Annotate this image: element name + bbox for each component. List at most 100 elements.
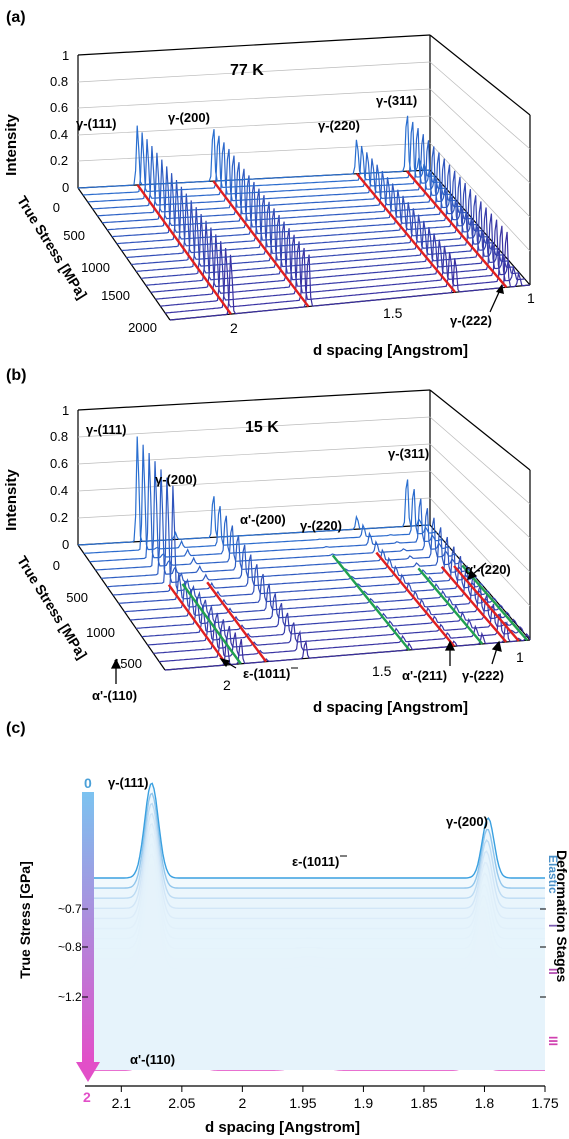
panel-a-xlabel: d spacing [Angstrom] <box>313 342 468 359</box>
panel-b-ytick: 1000 <box>86 625 115 640</box>
waterfall-trace <box>92 134 446 210</box>
waterfall-trace <box>107 152 462 231</box>
waterfall-trace <box>82 121 436 196</box>
peak-marker-line <box>417 567 484 645</box>
panel-a-xtick: 1.5 <box>383 305 403 321</box>
panel-b-peak-label: γ-(311) <box>388 446 429 461</box>
waterfall-trace <box>131 182 488 265</box>
panel-b-ytick: 0 <box>53 558 60 573</box>
waterfall-trace <box>160 219 520 307</box>
waterfall-trace <box>77 436 431 546</box>
peak-marker-line <box>167 584 228 666</box>
stage-ii: II <box>546 968 560 975</box>
panel-a: (a) 0 0.2 0.4 0.6 0.8 <box>3 9 535 359</box>
stress-arrow-shaft <box>82 792 94 1062</box>
panel-a-ytick: 500 <box>63 228 85 243</box>
panel-b-ztick: 0.8 <box>50 429 68 444</box>
panel-c-ylabel: True Stress [GPa] <box>17 861 33 979</box>
peak-marker-line <box>453 565 520 642</box>
panel-b-peak-label: ε-(1011) <box>243 666 290 681</box>
panel-a-peak-label: γ-(311) <box>376 93 417 108</box>
panel-a-tag: (a) <box>6 9 26 26</box>
panel-a-ztick: 0.8 <box>50 74 68 89</box>
peak-marker-line <box>461 564 529 642</box>
panel-a-ztick: 0 <box>62 180 69 195</box>
stage-i: I <box>546 924 560 927</box>
peak-marker-line <box>355 172 457 294</box>
panel-b-xtick: 1 <box>516 649 524 665</box>
waterfall-trace <box>112 485 471 596</box>
panel-b-peak-label: γ-(111) <box>86 422 126 437</box>
panel-a-ytick: 2000 <box>128 320 157 335</box>
peak-marker-line <box>206 581 268 663</box>
waterfall-trace <box>121 170 478 252</box>
waterfall-trace <box>101 469 458 579</box>
panel-b-ztick: 0 <box>62 537 69 552</box>
x-tick-label: 1.75 <box>531 1095 558 1111</box>
panel-b-ztick: 0.6 <box>50 456 68 471</box>
stage-elastic: Elastic <box>546 855 560 894</box>
waterfall-trace <box>150 207 509 293</box>
panel-b-peak-label: α'-(211) <box>402 668 447 683</box>
panel-b-peak-label: γ-(200) <box>155 472 197 487</box>
waterfall-trace <box>97 140 452 217</box>
panel-b-xtick: 2 <box>223 677 231 693</box>
waterfall-trace <box>169 231 531 321</box>
panel-a-ytick: 1000 <box>81 260 110 275</box>
panel-c-tag: (c) <box>6 720 26 737</box>
panel-b-peak-label: γ-(222) <box>462 668 504 683</box>
panel-a-peak-label: γ-(111) <box>76 116 116 131</box>
peak-marker-line <box>406 170 508 289</box>
waterfall-trace <box>95 461 451 571</box>
panel-c-epsilon-label: ε-(1011) <box>292 854 347 869</box>
panel-a-traces <box>77 115 531 321</box>
panel-a-ztick: 0.6 <box>50 100 68 115</box>
panel-b-peak-label: γ-(220) <box>300 518 342 533</box>
waterfall-trace <box>136 189 494 272</box>
stage-iii: III <box>546 1036 560 1046</box>
panel-b-arrows <box>110 562 502 684</box>
panel-b: (b) 0 0.2 0.4 0.6 0.8 1 Inte <box>3 367 531 716</box>
waterfall-trace <box>87 128 441 203</box>
panel-a-peak-label: γ-(220) <box>318 118 360 133</box>
x-tick-label: 1.85 <box>410 1095 437 1111</box>
panel-a-arrow <box>489 284 504 313</box>
panel-b-temperature: 15 K <box>245 419 279 436</box>
x-tick-label: 2 <box>238 1095 246 1111</box>
peak-marker-line <box>375 551 456 647</box>
panel-c-peak-label: α'-(110) <box>130 1052 175 1067</box>
panel-b-traces <box>77 436 531 671</box>
panel-b-xlabel: d spacing [Angstrom] <box>313 699 468 716</box>
stress-mark: ~0.7 <box>58 902 82 916</box>
panel-c-peak-label: γ-(111) <box>108 775 148 790</box>
profile-fill <box>85 783 545 1070</box>
panel-c-x-ticks: 2.1 2.05 2 1.95 1.9 1.85 1.8 1.75 <box>112 1086 559 1111</box>
panel-a-ytick: 0 <box>53 200 60 215</box>
waterfall-trace <box>111 158 467 238</box>
stage-boundary-ticks <box>540 908 546 998</box>
panel-b-ztick: 0.4 <box>50 483 68 498</box>
panel-a-temperature: 77 K <box>230 62 264 79</box>
waterfall-trace <box>155 213 515 300</box>
panel-c-traces <box>85 782 545 1071</box>
stress-mark-ticks <box>82 908 88 998</box>
panel-a-ytick: 1500 <box>101 288 130 303</box>
x-tick-label: 1.9 <box>354 1095 374 1111</box>
peak-marker-line <box>181 583 242 665</box>
waterfall-trace <box>116 164 473 245</box>
panel-a-peak-label: γ-(200) <box>168 110 210 125</box>
panel-b-peak-label: α'-(110) <box>92 688 137 703</box>
waterfall-trace <box>89 452 444 563</box>
panel-b-ytick: 500 <box>66 590 88 605</box>
waterfall-trace <box>126 176 483 259</box>
peak-marker-line <box>331 554 411 651</box>
panel-a-ztick: 0.4 <box>50 127 68 142</box>
stress-mark: ~0.8 <box>58 940 82 954</box>
waterfall-trace <box>83 444 437 554</box>
panel-b-peak-label: α'-(200) <box>240 512 286 527</box>
peak-marker-line <box>212 180 310 308</box>
waterfall-trace <box>102 146 457 224</box>
stress-arrow-head <box>76 1062 100 1082</box>
x-tick-label: 1.95 <box>289 1095 316 1111</box>
